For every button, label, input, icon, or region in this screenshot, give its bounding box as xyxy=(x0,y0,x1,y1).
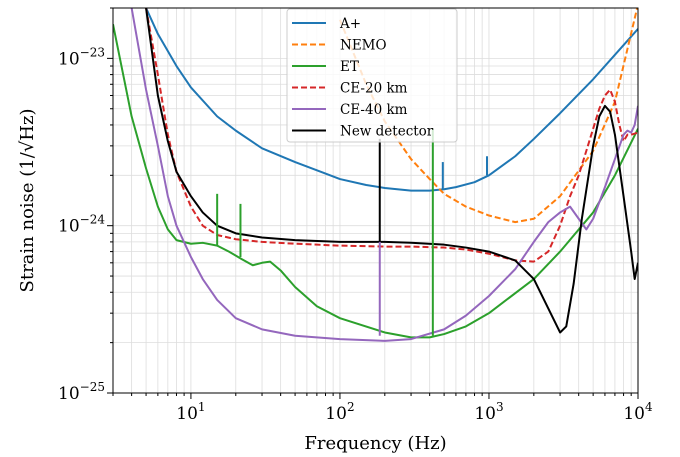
series-line-new-detector xyxy=(145,8,638,334)
legend: A+ NEMO ET CE-20 km CE-40 km New detector xyxy=(286,8,458,143)
x-tick-label: 102 xyxy=(325,400,354,424)
y-axis-label: Strain noise (1/√Hz) xyxy=(17,109,38,293)
legend-label: CE-40 km xyxy=(340,102,408,118)
y-tick-label: 10−25 xyxy=(58,380,105,404)
plot-frame xyxy=(112,7,639,394)
series-line-ce-40-km xyxy=(130,8,638,342)
x-tick-label: 104 xyxy=(623,400,653,424)
legend-box xyxy=(286,8,458,143)
x-tick-label: 103 xyxy=(474,400,503,424)
y-tick-label: 10−23 xyxy=(58,45,105,69)
legend-label: NEMO xyxy=(340,38,387,54)
series-line-et xyxy=(113,24,638,339)
legend-label: New detector xyxy=(340,124,434,140)
x-tick-label: 101 xyxy=(176,400,205,424)
x-axis-label: Frequency (Hz) xyxy=(304,433,446,454)
y-tick-label: 10−24 xyxy=(58,213,105,237)
legend-label: A+ xyxy=(339,16,361,32)
series-line-a- xyxy=(145,8,638,192)
legend-label: ET xyxy=(340,59,359,75)
legend-label: CE-20 km xyxy=(340,81,408,97)
ticks-layer: 101 102 103 104 10−25 10−24 10−23 xyxy=(58,7,653,424)
